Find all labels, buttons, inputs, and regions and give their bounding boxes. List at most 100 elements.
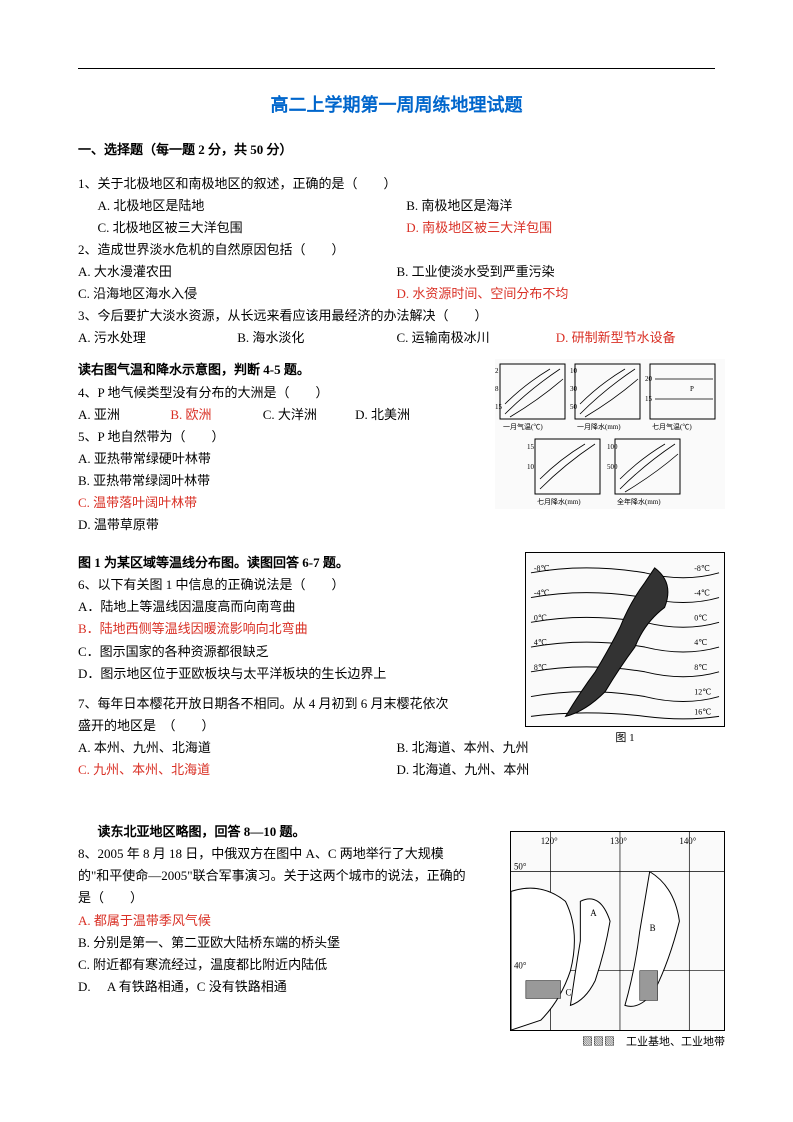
- q1-row2: C. 北极地区被三大洋包围 D. 南极地区被三大洋包围: [78, 217, 715, 239]
- svg-text:P: P: [690, 385, 694, 393]
- fig1-caption: 图 1: [525, 729, 725, 748]
- q2-opt-a: A. 大水漫灌农田: [78, 261, 397, 283]
- japan-isotherm-map: -8℃ -4℃ 0℃ 4℃ 8℃ 12℃ 16℃ -8℃ -4℃ 0℃ 4℃ 8℃: [525, 552, 725, 727]
- q5-opt-c: C. 温带落叶阔叶林带: [78, 492, 447, 514]
- q3-stem: 3、今后要扩大淡水资源，从长远来看应该用最经济的办法解决（ ）: [78, 305, 715, 327]
- q2-opt-c: C. 沿海地区海水入侵: [78, 283, 397, 305]
- svg-text:七月降水(mm): 七月降水(mm): [537, 497, 581, 506]
- q5-opt-a: A. 亚热带常绿硬叶林带: [78, 448, 447, 470]
- svg-text:A: A: [590, 908, 597, 918]
- q4-opt-a: A. 亚洲: [78, 404, 170, 426]
- q1-row1: A. 北极地区是陆地 B. 南极地区是海洋: [78, 195, 715, 217]
- q5-opt-d: D. 温带草原带: [78, 514, 447, 536]
- q5-opt-b: B. 亚热带常绿阔叶林带: [78, 470, 447, 492]
- svg-text:15: 15: [495, 403, 503, 411]
- japan-map-wrap: -8℃ -4℃ 0℃ 4℃ 8℃ 12℃ 16℃ -8℃ -4℃ 0℃ 4℃ 8℃ 图 1: [525, 552, 725, 748]
- fig2-legend: ▧▧▧ 工业基地、工业地带: [510, 1033, 725, 1052]
- q4-row: A. 亚洲 B. 欧洲 C. 大洋洲 D. 北美洲: [78, 404, 447, 426]
- q1-stem: 1、关于北极地区和南极地区的叙述，正确的是（ ）: [78, 173, 715, 195]
- svg-text:50: 50: [570, 403, 578, 411]
- group-6-7: -8℃-4℃0℃ 4℃8℃12℃16℃ -8℃-4℃0℃ 4℃8℃ 图 1 图 …: [78, 552, 715, 781]
- q2-opt-b: B. 工业使淡水受到严重污染: [397, 261, 716, 283]
- q7-opt-d: D. 北海道、九州、本州: [397, 759, 716, 781]
- q5-stem: 5、P 地自然带为（ ）: [78, 426, 447, 448]
- q6-opt-c: C．图示国家的各种资源都很缺乏: [78, 641, 447, 663]
- q4-opt-c: C. 大洋洲: [263, 404, 355, 426]
- ne-asia-svg: 120° 130° 140° 50° 40° A C B: [511, 832, 724, 1030]
- q3-opt-d: D. 研制新型节水设备: [556, 327, 715, 349]
- svg-text:全年降水(mm): 全年降水(mm): [617, 497, 661, 506]
- q4-opt-d: D. 北美洲: [355, 404, 447, 426]
- group-4-5: 2 8 15 10 30 50 20 15 15 10 100 500 一月气温(℃) 一月降水…: [78, 359, 715, 536]
- svg-text:140°: 140°: [679, 836, 696, 846]
- svg-text:-8℃: -8℃: [534, 564, 550, 573]
- q4-stem: 4、P 地气候类型没有分布的大洲是（ ）: [78, 382, 447, 404]
- svg-text:30: 30: [570, 385, 578, 393]
- svg-text:2: 2: [495, 367, 499, 375]
- svg-text:12℃: 12℃: [694, 688, 711, 697]
- q7-stem: 7、每年日本樱花开放日期各不相同。从 4 月初到 6 月末樱花依次盛开的地区是 …: [78, 693, 460, 737]
- svg-text:8℃: 8℃: [694, 663, 707, 672]
- svg-text:15: 15: [645, 395, 653, 403]
- q2-opt-d: D. 水资源时间、空间分布不均: [397, 283, 716, 305]
- q8-opt-d: D. A 有铁路相通，C 没有铁路相通: [78, 976, 473, 998]
- q6-opt-d: D．图示地区位于亚欧板块与太平洋板块的生长边界上: [78, 663, 473, 685]
- svg-text:8℃: 8℃: [534, 663, 547, 672]
- q7-opt-c: C. 九州、本州、北海道: [78, 759, 397, 781]
- svg-text:4℃: 4℃: [694, 638, 707, 647]
- ne-asia-wrap: 120° 130° 140° 50° 40° A C B ▧▧▧ 工业基地、工业地带: [510, 831, 725, 1052]
- svg-text:50°: 50°: [514, 862, 527, 872]
- japan-map-svg: -8℃ -4℃ 0℃ 4℃ 8℃ 12℃ 16℃ -8℃ -4℃ 0℃ 4℃ 8℃: [526, 553, 724, 726]
- group-8-10: 120°130°140° 50°40° ACB ▧▧▧ 工业基地、工业地带 读东…: [78, 821, 715, 998]
- svg-text:C: C: [565, 988, 571, 998]
- svg-text:8: 8: [495, 385, 499, 393]
- svg-text:4℃: 4℃: [534, 638, 547, 647]
- q6-opt-b: B．陆地西侧等温线因暖流影响向北弯曲: [78, 618, 447, 640]
- svg-text:一月降水(mm): 一月降水(mm): [577, 422, 621, 431]
- svg-text:-8℃: -8℃: [694, 564, 710, 573]
- q1-opt-a: A. 北极地区是陆地: [98, 195, 407, 217]
- svg-text:15: 15: [527, 443, 535, 451]
- ne-asia-map: 120° 130° 140° 50° 40° A C B: [510, 831, 725, 1031]
- svg-text:20: 20: [645, 375, 653, 383]
- top-rule: [78, 68, 715, 69]
- q2-row2: C. 沿海地区海水入侵 D. 水资源时间、空间分布不均: [78, 283, 715, 305]
- svg-text:120°: 120°: [541, 836, 558, 846]
- svg-text:-4℃: -4℃: [694, 589, 710, 598]
- q8-opt-a: A. 都属于温带季风气候: [78, 910, 473, 932]
- svg-text:七月气温(℃): 七月气温(℃): [652, 422, 692, 431]
- svg-text:500: 500: [607, 463, 618, 471]
- svg-text:-4℃: -4℃: [534, 589, 550, 598]
- svg-text:40°: 40°: [514, 961, 527, 971]
- q7-opt-a: A. 本州、九州、北海道: [78, 737, 397, 759]
- q8-opt-b: B. 分别是第一、第二亚欧大陆桥东端的桥头堡: [78, 932, 473, 954]
- svg-text:B: B: [650, 923, 656, 933]
- svg-text:10: 10: [570, 367, 578, 375]
- q8-stem: 8、2005 年 8 月 18 日，中俄双方在图中 A、C 两地举行了大规模的"…: [78, 843, 473, 909]
- q3-opt-c: C. 运输南极冰川: [397, 327, 556, 349]
- svg-text:130°: 130°: [610, 836, 627, 846]
- q3-row: A. 污水处理 B. 海水淡化 C. 运输南极冰川 D. 研制新型节水设备: [78, 327, 715, 349]
- q1-opt-c: C. 北极地区被三大洋包围: [98, 217, 407, 239]
- q3-opt-b: B. 海水淡化: [237, 327, 396, 349]
- svg-text:16℃: 16℃: [694, 708, 711, 717]
- climate-svg: 2 8 15 10 30 50 20 15 15 10 100 500 一月气温(℃) 一月降水…: [495, 359, 725, 509]
- q7-row2: C. 九州、本州、北海道 D. 北海道、九州、本州: [78, 759, 715, 781]
- q6-stem: 6、以下有关图 1 中信息的正确说法是（ ）: [78, 574, 447, 596]
- q8-opt-c: C. 附近都有寒流经过，温度都比附近内陆低: [78, 954, 473, 976]
- svg-text:0℃: 0℃: [534, 614, 547, 623]
- q1-opt-b: B. 南极地区是海洋: [406, 195, 715, 217]
- q6-opt-a: A．陆地上等温线因温度高而向南弯曲: [78, 596, 447, 618]
- climate-figure: 2 8 15 10 30 50 20 15 15 10 100 500 一月气温(℃) 一月降水…: [495, 359, 725, 509]
- svg-text:10: 10: [527, 463, 535, 471]
- q2-row1: A. 大水漫灌农田 B. 工业使淡水受到严重污染: [78, 261, 715, 283]
- svg-text:一月气温(℃): 一月气温(℃): [503, 422, 543, 431]
- svg-text:0℃: 0℃: [694, 614, 707, 623]
- q2-stem: 2、造成世界淡水危机的自然原因包括（ ）: [78, 239, 715, 261]
- q1-opt-d: D. 南极地区被三大洋包围: [406, 217, 715, 239]
- q3-opt-a: A. 污水处理: [78, 327, 237, 349]
- svg-text:100: 100: [607, 443, 618, 451]
- section-1-head: 一、选择题（每一题 2 分，共 50 分）: [78, 139, 715, 161]
- q4-opt-b: B. 欧洲: [170, 404, 262, 426]
- page-title: 高二上学期第一周周练地理试题: [78, 90, 715, 121]
